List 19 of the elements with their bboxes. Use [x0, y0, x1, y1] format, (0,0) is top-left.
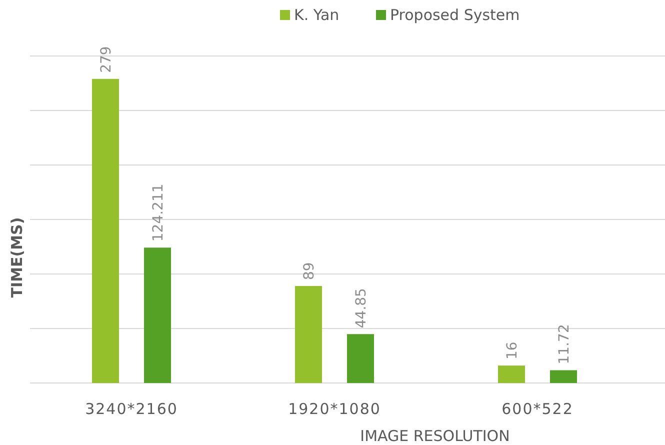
x-axis-title: IMAGE RESOLUTION [360, 427, 510, 445]
bar [498, 366, 525, 383]
data-label: 44.85 [354, 288, 370, 328]
x-tick-label: 1920*1080 [288, 400, 381, 418]
data-label: 124.211 [150, 184, 166, 242]
bar [144, 248, 171, 383]
data-label: 279 [98, 46, 114, 73]
x-tick-label: 3240*2160 [85, 400, 178, 418]
bar [295, 286, 322, 383]
data-label: 11.72 [556, 324, 572, 364]
data-label: 89 [302, 262, 318, 280]
y-axis-title: TIME(MS) [8, 217, 26, 298]
bar [550, 370, 577, 383]
legend-label: K. Yan [294, 6, 340, 24]
bar [347, 334, 374, 383]
x-tick-label: 600*522 [502, 400, 574, 418]
legend-label: Proposed System [390, 6, 520, 24]
bar [92, 78, 119, 383]
data-label: 16 [504, 342, 520, 360]
